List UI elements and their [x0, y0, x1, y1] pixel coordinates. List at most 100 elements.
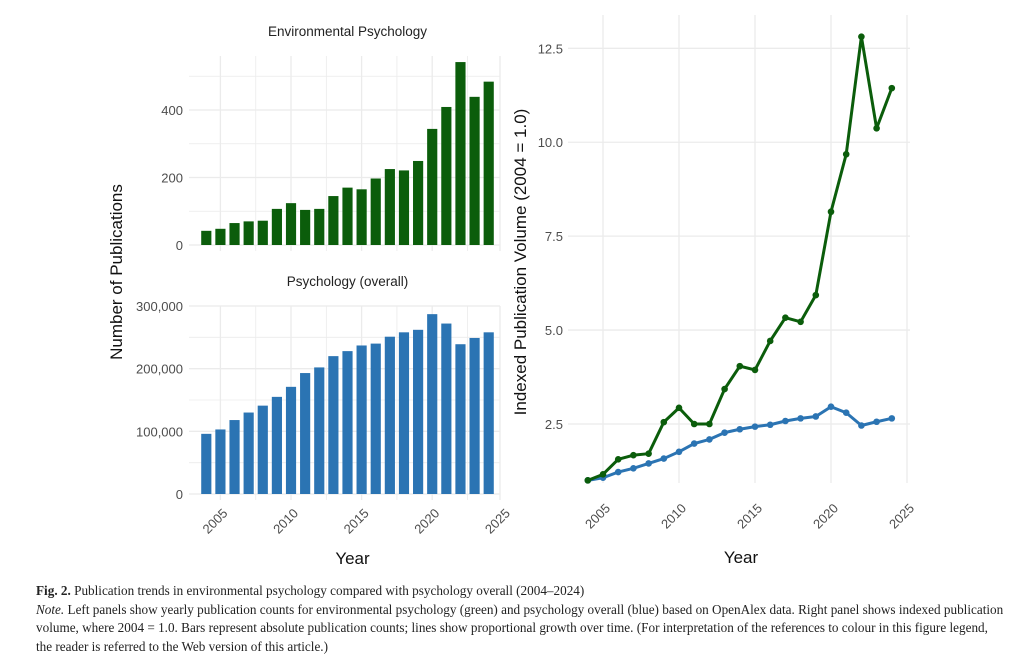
- y-tick-label: 400: [161, 103, 183, 118]
- bar: [427, 128, 438, 245]
- bar: [229, 420, 240, 494]
- psych-overall-point: [751, 423, 759, 430]
- bar: [328, 356, 339, 494]
- env-psych-point: [751, 366, 759, 374]
- y-tick-label: 7.5: [545, 229, 563, 244]
- bar: [398, 332, 410, 494]
- bar: [483, 332, 494, 494]
- bar: [356, 345, 367, 494]
- y-tick-label: 5.0: [545, 323, 563, 338]
- env-psych-point: [782, 314, 789, 321]
- psych-overall-point: [721, 429, 728, 436]
- left-y-axis-title: Number of Publications: [107, 184, 126, 360]
- psych-overall-point: [842, 409, 850, 417]
- bar: [229, 223, 240, 245]
- y-tick-label: 12.5: [538, 41, 563, 56]
- bar: [384, 169, 395, 245]
- bar: [441, 323, 452, 494]
- psych-overall-point: [614, 468, 622, 476]
- env-psych-point: [721, 385, 728, 393]
- psych-overall-point: [812, 413, 820, 420]
- env-psych-point: [690, 420, 698, 428]
- bar: [370, 178, 381, 245]
- bar: [215, 228, 226, 245]
- psych-overall-point: [690, 440, 698, 447]
- bar: [300, 209, 311, 245]
- y-tick-label: 300,000: [136, 299, 183, 314]
- bar: [370, 343, 381, 494]
- env-psych-point: [858, 33, 865, 40]
- psych-overall-point: [797, 415, 804, 422]
- env-psych-point: [797, 318, 804, 326]
- env-psych-point: [599, 471, 607, 478]
- x-tick-label: 2025: [482, 506, 513, 537]
- note-label: Note.: [36, 601, 65, 617]
- bar: [441, 106, 452, 246]
- psych-overall-point: [888, 415, 896, 422]
- psych-overall-point: [827, 403, 835, 411]
- psych-overall-point: [873, 418, 880, 426]
- env-psych-point: [645, 450, 652, 457]
- bar: [201, 230, 212, 245]
- y-tick-label: 100,000: [136, 424, 183, 439]
- bar: [201, 433, 212, 494]
- bar: [314, 367, 325, 494]
- env-psych-point: [873, 125, 880, 132]
- env-psych-point: [675, 404, 683, 412]
- bar: [300, 373, 311, 494]
- env-psych-point: [827, 208, 835, 216]
- env-psych-point: [736, 362, 744, 370]
- figure-caption: Fig. 2. Publication trends in environmen…: [36, 582, 1006, 656]
- psych-overall-point: [858, 422, 865, 429]
- x-axis-title: Year: [724, 548, 759, 567]
- x-tick-label: 2020: [810, 501, 841, 532]
- psych-overall-point: [660, 455, 668, 462]
- x-tick-label: 2025: [886, 501, 917, 532]
- y-tick-label: 10.0: [538, 135, 563, 150]
- x-tick-label: 2015: [341, 506, 372, 537]
- panel-title: Environmental Psychology: [268, 24, 427, 39]
- env-psych-point: [888, 84, 896, 92]
- bar: [483, 81, 494, 246]
- env-psych-point: [706, 420, 713, 428]
- psych-overall-point: [736, 425, 744, 433]
- env-psych-point: [614, 456, 622, 463]
- indexed-volume-panel: 2.5 5.0 7.5 10.0 12.5 2005 2010 2015 2020 2025 Yea…: [511, 15, 917, 567]
- x-tick-label: 2020: [411, 506, 442, 537]
- x-tick-label: 2010: [270, 506, 301, 537]
- bar: [427, 314, 438, 494]
- note-text: Left panels show yearly publication coun…: [36, 601, 1004, 654]
- y-axis-title: Indexed Publication Volume (2004 = 1.0): [511, 109, 530, 416]
- bar: [285, 386, 297, 494]
- bar: [469, 96, 480, 246]
- y-tick-label: 200,000: [136, 362, 183, 377]
- bar: [413, 329, 424, 494]
- bar: [257, 220, 268, 245]
- env-psych-point: [660, 418, 668, 426]
- bar: [469, 337, 480, 494]
- bar: [328, 196, 339, 245]
- psych-overall-point: [706, 436, 713, 443]
- env-psych-point: [842, 150, 850, 158]
- y-tick-label: 0: [176, 487, 183, 502]
- bar: [398, 170, 410, 245]
- figure-label: Fig. 2.: [36, 583, 71, 598]
- psych-overall-point: [675, 448, 683, 456]
- figure-title: Publication trends in environmental psyc…: [70, 583, 585, 598]
- panel-title: Psychology (overall): [287, 274, 409, 289]
- x-tick-label: 2005: [582, 501, 613, 532]
- bar: [271, 208, 282, 245]
- x-axis-title: Year: [335, 549, 370, 568]
- bar: [243, 412, 254, 494]
- env-psych-point: [812, 291, 820, 299]
- x-tick-label: 2010: [658, 501, 689, 532]
- bar: [455, 62, 466, 246]
- env-psych-panel: Environmental Psychology 0 200 400: [161, 24, 501, 253]
- bar: [455, 344, 466, 494]
- env-psych-point: [766, 337, 774, 345]
- env-psych-point: [630, 451, 637, 459]
- y-tick-label: 200: [161, 171, 183, 186]
- bar: [342, 351, 353, 494]
- bar: [271, 396, 282, 494]
- bar: [413, 160, 424, 245]
